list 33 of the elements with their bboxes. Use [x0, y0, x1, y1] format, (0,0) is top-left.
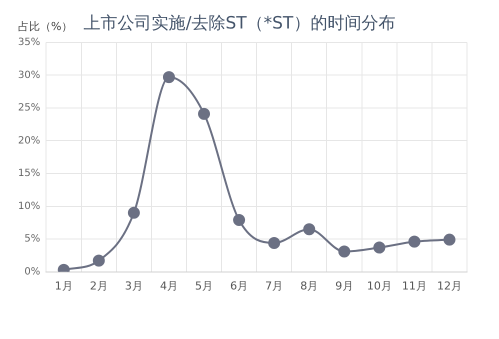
- x-tick-label: 8月: [300, 279, 318, 292]
- y-tick-label: 5%: [24, 234, 40, 245]
- point: [408, 236, 420, 248]
- point: [233, 214, 246, 226]
- y-tick-label: 10%: [18, 200, 40, 212]
- point: [373, 242, 386, 254]
- x-tick-label: 12月: [436, 279, 462, 292]
- point: [198, 108, 210, 120]
- chart-title: 上市公司实施/去除ST（*ST）的时间分布: [84, 14, 396, 34]
- y-tick-label: 20%: [18, 135, 40, 146]
- x-tick-label: 10月: [366, 279, 392, 292]
- x-tick-label: 7月: [265, 279, 284, 292]
- y-tick-label: 15%: [18, 168, 40, 180]
- x-tick-label: 3月: [124, 279, 143, 292]
- y-tick-label: 25%: [18, 102, 40, 114]
- y-tick-label: 0%: [24, 266, 40, 278]
- x-tick-label: 1月: [54, 279, 73, 292]
- point: [303, 223, 316, 236]
- x-tick-label: 4月: [160, 279, 178, 292]
- x-tick-label: 9月: [335, 279, 354, 292]
- point: [338, 245, 350, 258]
- x-tick-label: 5月: [195, 279, 214, 292]
- y-axis-title: 占比（%）: [18, 20, 72, 33]
- point: [128, 206, 140, 219]
- x-tick-label: 11月: [402, 279, 427, 292]
- y-tick-label: 30%: [18, 70, 40, 81]
- point: [92, 254, 105, 267]
- point: [443, 234, 456, 246]
- x-tick-label: 2月: [90, 279, 108, 292]
- point: [162, 71, 175, 84]
- point: [268, 236, 280, 249]
- x-tick-label: 6月: [230, 279, 248, 292]
- y-tick-label: 35%: [18, 36, 40, 48]
